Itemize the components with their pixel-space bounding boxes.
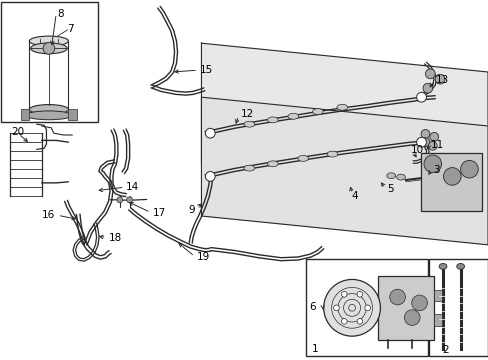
Ellipse shape (26, 111, 72, 120)
Text: 15: 15 (199, 65, 212, 75)
Text: 13: 13 (435, 75, 448, 85)
Text: 4: 4 (350, 191, 357, 201)
Text: 1: 1 (311, 344, 318, 354)
Bar (428, 259, 487, 356)
Circle shape (434, 74, 444, 84)
Bar (433, 314, 441, 326)
Circle shape (423, 155, 441, 172)
Polygon shape (201, 43, 487, 191)
Circle shape (420, 130, 429, 138)
Ellipse shape (396, 174, 405, 180)
Circle shape (117, 197, 122, 203)
Circle shape (341, 319, 346, 324)
Ellipse shape (456, 264, 464, 269)
Circle shape (411, 295, 427, 311)
Ellipse shape (267, 161, 278, 167)
Circle shape (427, 141, 436, 150)
Circle shape (443, 168, 460, 185)
Ellipse shape (336, 104, 347, 110)
Text: 14: 14 (126, 182, 139, 192)
Bar (1, 2, 98, 122)
Circle shape (205, 171, 215, 181)
Circle shape (425, 69, 434, 79)
Bar (305, 259, 427, 356)
Text: 16: 16 (41, 210, 55, 220)
Ellipse shape (386, 173, 395, 179)
Circle shape (356, 292, 362, 297)
Text: 2: 2 (442, 345, 448, 355)
Ellipse shape (244, 121, 254, 127)
Text: 20: 20 (11, 127, 24, 138)
Ellipse shape (29, 36, 68, 46)
Circle shape (364, 305, 370, 311)
Text: 8: 8 (58, 9, 64, 19)
Text: 11: 11 (430, 140, 444, 150)
Text: 6: 6 (309, 302, 316, 312)
Circle shape (429, 132, 438, 141)
Circle shape (341, 292, 346, 297)
Ellipse shape (297, 156, 308, 161)
Circle shape (356, 319, 362, 324)
Ellipse shape (287, 113, 298, 119)
Ellipse shape (326, 151, 337, 157)
Text: 12: 12 (240, 109, 253, 120)
Circle shape (416, 92, 426, 102)
Circle shape (422, 83, 432, 93)
Ellipse shape (31, 43, 67, 54)
Bar (420, 153, 481, 211)
Ellipse shape (267, 117, 278, 123)
Text: 5: 5 (386, 184, 393, 194)
Polygon shape (201, 97, 487, 245)
Circle shape (126, 197, 132, 203)
Text: 9: 9 (188, 204, 195, 215)
Circle shape (404, 310, 419, 325)
Ellipse shape (244, 165, 254, 171)
Bar (377, 276, 433, 339)
Ellipse shape (438, 264, 446, 269)
Circle shape (416, 137, 426, 147)
Ellipse shape (312, 109, 323, 114)
Text: 3: 3 (432, 165, 439, 175)
Circle shape (323, 279, 380, 336)
Text: 17: 17 (152, 208, 165, 218)
Circle shape (389, 289, 405, 305)
Bar (433, 290, 441, 301)
Text: 19: 19 (196, 252, 209, 262)
Bar (68, 109, 77, 120)
Bar (20, 109, 29, 120)
Ellipse shape (29, 104, 68, 114)
Text: 18: 18 (108, 233, 122, 243)
Circle shape (205, 128, 215, 138)
Circle shape (333, 305, 339, 311)
Text: 10: 10 (410, 145, 423, 156)
Circle shape (460, 161, 477, 178)
Text: 7: 7 (67, 24, 74, 34)
Circle shape (420, 138, 429, 147)
Circle shape (43, 42, 55, 54)
